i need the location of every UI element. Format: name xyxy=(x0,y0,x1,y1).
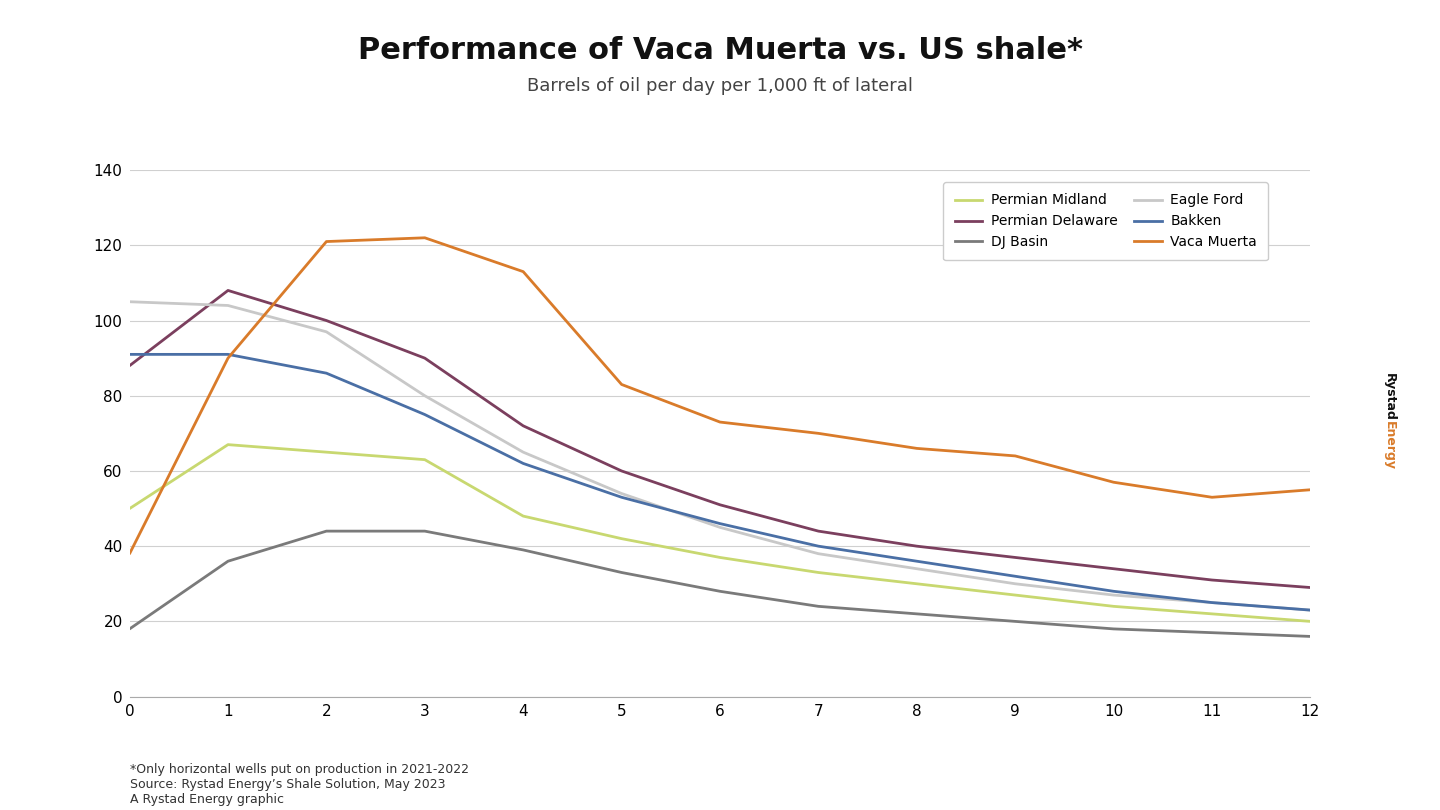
Legend: Permian Midland, Permian Delaware, DJ Basin, Eagle Ford, Bakken, Vaca Muerta: Permian Midland, Permian Delaware, DJ Ba… xyxy=(943,182,1269,261)
Text: Barrels of oil per day per 1,000 ft of lateral: Barrels of oil per day per 1,000 ft of l… xyxy=(527,77,913,95)
Text: Performance of Vaca Muerta vs. US shale*: Performance of Vaca Muerta vs. US shale* xyxy=(357,36,1083,66)
Text: Energy: Energy xyxy=(1382,421,1397,470)
Text: *Only horizontal wells put on production in 2021-2022
Source: Rystad Energy’s Sh: *Only horizontal wells put on production… xyxy=(130,763,468,806)
Text: Rystad: Rystad xyxy=(1382,373,1397,421)
